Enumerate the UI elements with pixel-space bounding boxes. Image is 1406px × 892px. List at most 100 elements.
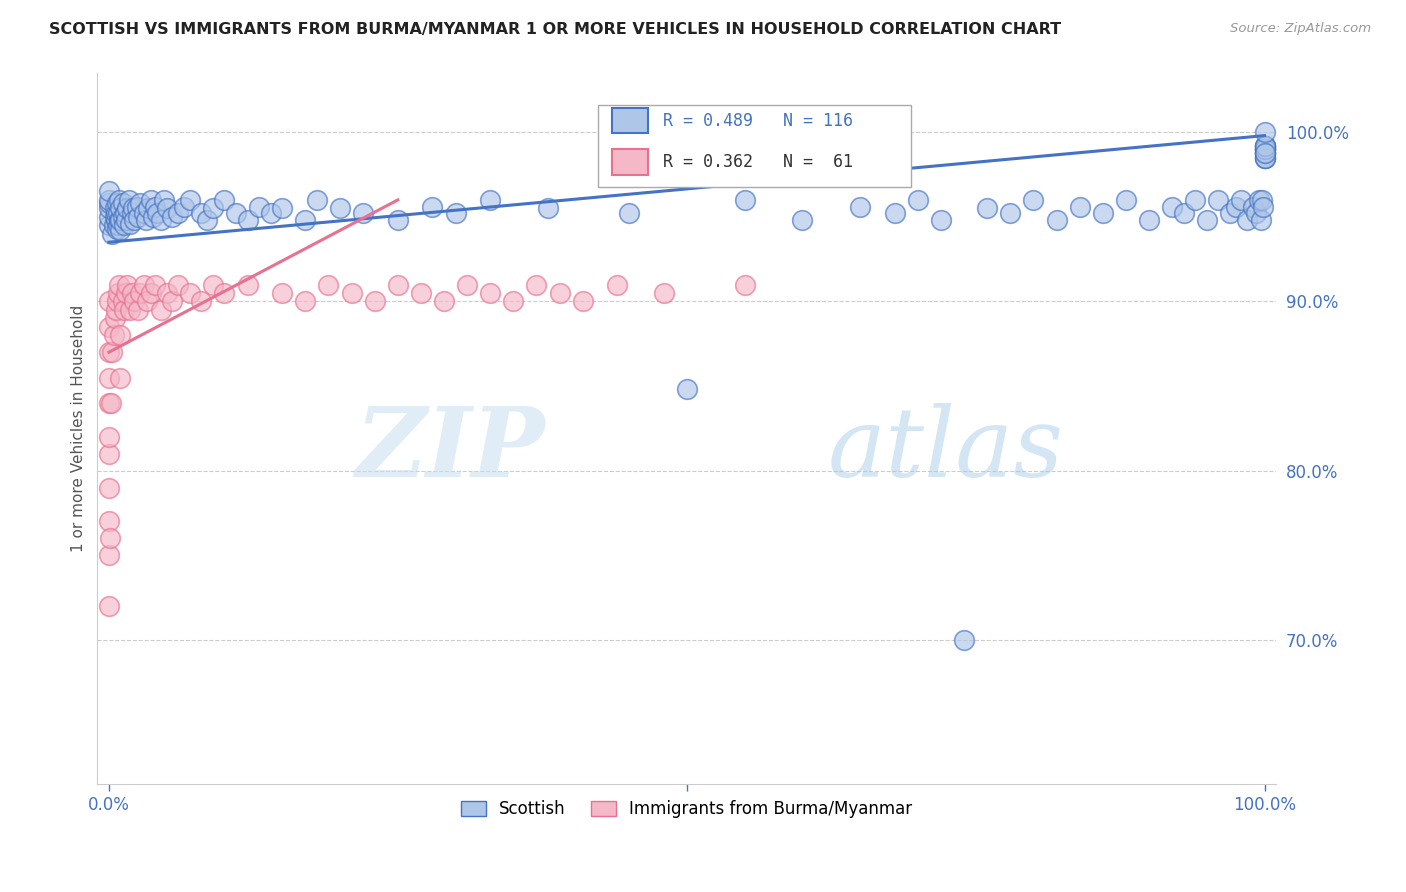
Point bbox=[117, 202, 139, 216]
Point bbox=[1253, 145, 1275, 160]
Point bbox=[907, 193, 929, 207]
Point bbox=[149, 302, 172, 317]
Point bbox=[190, 294, 212, 309]
Point bbox=[1208, 193, 1230, 207]
Point bbox=[1253, 142, 1275, 156]
Point bbox=[121, 285, 143, 300]
Point bbox=[305, 193, 328, 207]
Point bbox=[97, 196, 120, 211]
Point bbox=[153, 193, 176, 207]
Point bbox=[98, 532, 121, 546]
Point bbox=[167, 206, 190, 220]
Point bbox=[156, 202, 179, 216]
Point bbox=[1247, 193, 1270, 207]
Point bbox=[571, 294, 593, 309]
Point bbox=[111, 294, 134, 309]
Point bbox=[162, 294, 184, 309]
Point bbox=[124, 213, 146, 227]
Point bbox=[97, 219, 120, 233]
Point bbox=[97, 599, 120, 613]
Point bbox=[107, 206, 129, 220]
Point bbox=[110, 328, 132, 343]
Point bbox=[1253, 138, 1275, 153]
Point bbox=[100, 396, 122, 410]
Point bbox=[387, 213, 409, 227]
Point bbox=[97, 294, 120, 309]
Point bbox=[1253, 145, 1275, 160]
Point bbox=[1253, 151, 1275, 165]
Point bbox=[104, 311, 127, 326]
Point bbox=[792, 213, 814, 227]
Point bbox=[433, 294, 456, 309]
Text: R = 0.489   N = 116: R = 0.489 N = 116 bbox=[664, 112, 853, 129]
Point bbox=[883, 206, 905, 220]
Point bbox=[124, 294, 146, 309]
Point bbox=[271, 202, 294, 216]
Point bbox=[1253, 145, 1275, 160]
Point bbox=[112, 302, 135, 317]
Point bbox=[340, 285, 363, 300]
Point bbox=[1253, 200, 1275, 214]
Point bbox=[236, 213, 259, 227]
Point bbox=[146, 206, 169, 220]
FancyBboxPatch shape bbox=[599, 105, 911, 186]
Point bbox=[121, 206, 143, 220]
Point bbox=[112, 219, 135, 233]
Point bbox=[247, 200, 270, 214]
Point bbox=[97, 202, 120, 216]
Point bbox=[132, 277, 155, 292]
Point bbox=[675, 383, 697, 397]
Point bbox=[236, 277, 259, 292]
Point bbox=[364, 294, 387, 309]
Point bbox=[108, 213, 131, 227]
Point bbox=[1219, 206, 1241, 220]
Point bbox=[110, 213, 132, 227]
Point bbox=[135, 213, 157, 227]
Point bbox=[142, 210, 165, 224]
Point bbox=[1225, 200, 1247, 214]
Text: R = 0.362   N =  61: R = 0.362 N = 61 bbox=[664, 153, 853, 171]
Point bbox=[294, 294, 316, 309]
Point bbox=[101, 227, 124, 241]
Point bbox=[1253, 138, 1275, 153]
Point bbox=[127, 302, 149, 317]
Point bbox=[110, 202, 132, 216]
Point bbox=[111, 210, 134, 224]
Point bbox=[179, 285, 201, 300]
FancyBboxPatch shape bbox=[613, 149, 648, 175]
Point bbox=[117, 277, 139, 292]
Point bbox=[97, 319, 120, 334]
Point bbox=[1246, 206, 1268, 220]
Point bbox=[97, 185, 120, 199]
Point bbox=[1253, 145, 1275, 160]
Point bbox=[479, 193, 502, 207]
Point bbox=[1253, 151, 1275, 165]
Point bbox=[1161, 200, 1184, 214]
Point bbox=[1069, 200, 1091, 214]
Point bbox=[132, 206, 155, 220]
Text: ZIP: ZIP bbox=[356, 402, 546, 497]
Point bbox=[97, 370, 120, 384]
Point bbox=[225, 206, 247, 220]
Point bbox=[97, 481, 120, 495]
Point bbox=[201, 277, 224, 292]
Point bbox=[115, 285, 138, 300]
Point bbox=[110, 370, 132, 384]
Point bbox=[1230, 193, 1253, 207]
Point bbox=[606, 277, 628, 292]
Point bbox=[97, 210, 120, 224]
Text: atlas: atlas bbox=[828, 402, 1064, 497]
Point bbox=[97, 345, 120, 359]
Point bbox=[195, 213, 218, 227]
Legend: Scottish, Immigrants from Burma/Myanmar: Scottish, Immigrants from Burma/Myanmar bbox=[454, 794, 920, 825]
Point bbox=[1250, 213, 1272, 227]
Point bbox=[149, 213, 172, 227]
Point bbox=[105, 196, 128, 211]
Point bbox=[1195, 213, 1218, 227]
Point bbox=[617, 206, 640, 220]
Point bbox=[143, 200, 166, 214]
Point bbox=[111, 196, 134, 211]
Point bbox=[97, 396, 120, 410]
Point bbox=[1253, 138, 1275, 153]
Point bbox=[101, 345, 124, 359]
